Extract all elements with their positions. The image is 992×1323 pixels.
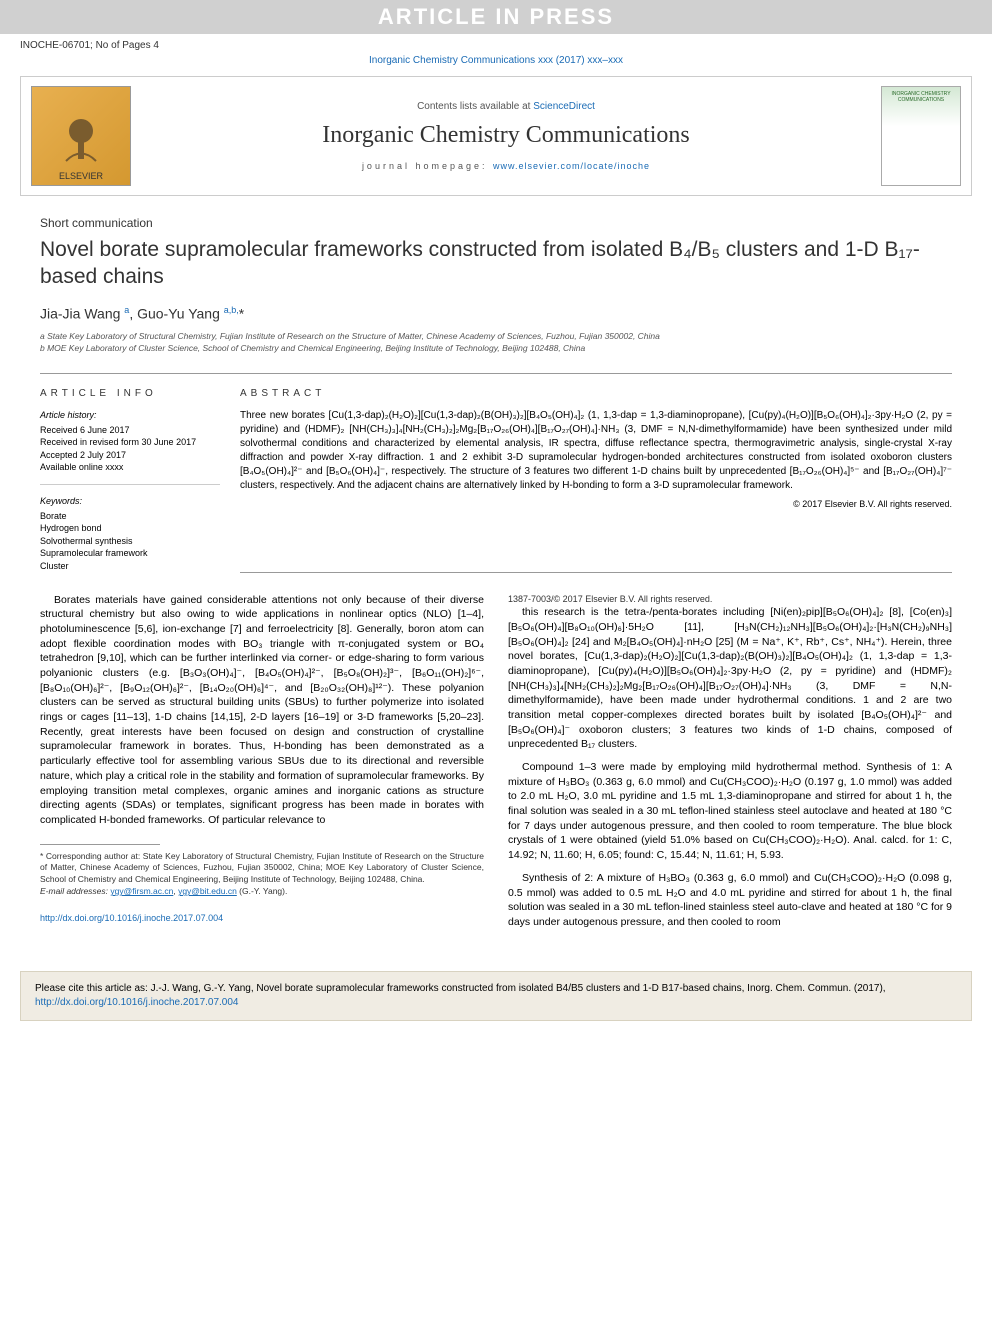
- email-suffix: (G.-Y. Yang).: [237, 886, 288, 896]
- article-type: Short communication: [40, 216, 952, 230]
- article-info-heading: ARTICLE INFO: [40, 388, 220, 399]
- history-online: Available online xxxx: [40, 461, 220, 474]
- banner-center: Contents lists available at ScienceDirec…: [141, 101, 871, 171]
- abstract-copyright: © 2017 Elsevier B.V. All rights reserved…: [240, 499, 952, 509]
- homepage-link[interactable]: www.elsevier.com/locate/inoche: [493, 161, 650, 171]
- body-columns: Borates materials have gained considerab…: [40, 593, 952, 932]
- citation-link[interactable]: http://dx.doi.org/10.1016/j.inoche.2017.…: [35, 997, 239, 1008]
- article-id: INOCHE-06701; No of Pages 4: [20, 40, 159, 51]
- content-area: Short communication Novel borate supramo…: [0, 196, 992, 951]
- contents-prefix: Contents lists available at: [417, 101, 533, 112]
- journal-cover-thumb: INORGANIC CHEMISTRY COMMUNICATIONS: [881, 86, 961, 186]
- keyword: Solvothermal synthesis: [40, 535, 220, 548]
- email-link-2[interactable]: ygy@bit.edu.cn: [178, 886, 237, 896]
- keywords-label: Keywords:: [40, 495, 220, 508]
- body-p2: this research is the tetra-/penta-borate…: [508, 605, 952, 752]
- abstract-heading: ABSTRACT: [240, 388, 952, 399]
- header-row: INOCHE-06701; No of Pages 4: [0, 34, 992, 53]
- history-block: Article history: Received 6 June 2017 Re…: [40, 409, 220, 485]
- email-label: E-mail addresses:: [40, 886, 110, 896]
- keyword: Hydrogen bond: [40, 522, 220, 535]
- corresponding-author: * Corresponding author at: State Key Lab…: [40, 851, 484, 887]
- journal-ref-link[interactable]: Inorganic Chemistry Communications xxx (…: [0, 53, 992, 76]
- body-p3: Compound 1–3 were made by employing mild…: [508, 760, 952, 863]
- keywords-block: Keywords: Borate Hydrogen bond Solvother…: [40, 495, 220, 573]
- contents-line: Contents lists available at ScienceDirec…: [141, 101, 871, 112]
- affiliations: a State Key Laboratory of Structural Che…: [40, 331, 952, 355]
- article-in-press-banner: ARTICLE IN PRESS: [0, 0, 992, 34]
- abstract-text: Three new borates [Cu(1,3-dap)₂(H₂O)₂][C…: [240, 409, 952, 493]
- article-title: Novel borate supramolecular frameworks c…: [40, 236, 952, 291]
- info-abstract-row: ARTICLE INFO Article history: Received 6…: [40, 373, 952, 573]
- sciencedirect-link[interactable]: ScienceDirect: [533, 101, 595, 112]
- keyword: Supramolecular framework: [40, 547, 220, 560]
- homepage-line: journal homepage: www.elsevier.com/locat…: [141, 161, 871, 171]
- footnote-separator: [40, 844, 160, 845]
- body-p4: Synthesis of 2: A mixture of H₃BO₃ (0.36…: [508, 871, 952, 930]
- citation-box: Please cite this article as: J.-J. Wang,…: [20, 971, 972, 1021]
- email-line: E-mail addresses: ygy@firsm.ac.cn, ygy@b…: [40, 886, 484, 898]
- homepage-prefix: journal homepage:: [362, 161, 493, 171]
- authors: Jia-Jia Wang a, Guo-Yu Yang a,b,*: [40, 305, 952, 322]
- keyword: Cluster: [40, 560, 220, 573]
- citation-text: Please cite this article as: J.-J. Wang,…: [35, 983, 886, 994]
- elsevier-logo: ELSEVIER: [31, 86, 131, 186]
- email-link-1[interactable]: ygy@firsm.ac.cn: [110, 886, 173, 896]
- elsevier-tree-icon: [51, 111, 111, 171]
- affiliation-a: a State Key Laboratory of Structural Che…: [40, 331, 952, 343]
- history-revised: Received in revised form 30 June 2017: [40, 436, 220, 449]
- abstract-column: ABSTRACT Three new borates [Cu(1,3-dap)₂…: [240, 388, 952, 573]
- keyword: Borate: [40, 510, 220, 523]
- history-accepted: Accepted 2 July 2017: [40, 449, 220, 462]
- affiliation-b: b MOE Key Laboratory of Cluster Science,…: [40, 343, 952, 355]
- history-label: Article history:: [40, 409, 220, 422]
- journal-banner: ELSEVIER Contents lists available at Sci…: [20, 76, 972, 196]
- issn-line: 1387-7003/© 2017 Elsevier B.V. All right…: [508, 593, 952, 606]
- history-received: Received 6 June 2017: [40, 424, 220, 437]
- article-info: ARTICLE INFO Article history: Received 6…: [40, 388, 240, 573]
- body-p1: Borates materials have gained considerab…: [40, 593, 484, 828]
- footnotes: * Corresponding author at: State Key Lab…: [40, 851, 484, 899]
- doi-link[interactable]: http://dx.doi.org/10.1016/j.inoche.2017.…: [40, 913, 223, 923]
- journal-name: Inorganic Chemistry Communications: [141, 122, 871, 149]
- elsevier-label: ELSEVIER: [59, 171, 103, 181]
